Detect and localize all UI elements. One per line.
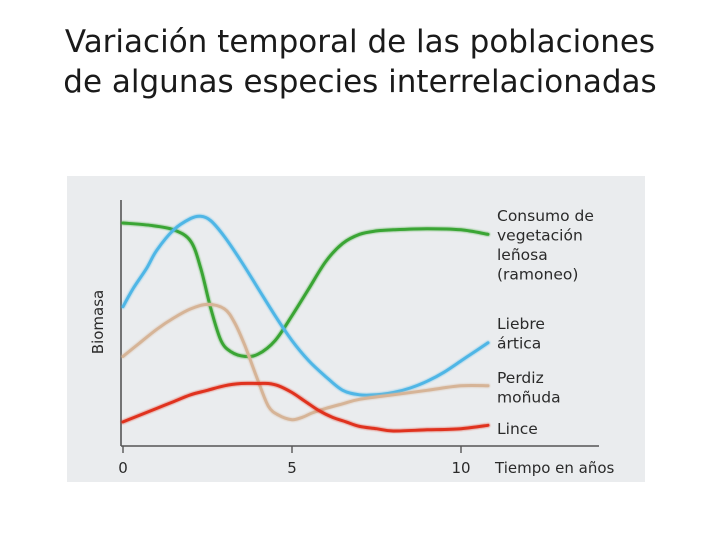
series-label-lince: Lince (497, 420, 538, 438)
series-line-lince (121, 381, 490, 433)
series-line-perdiz (121, 302, 490, 422)
series-label-line: vegetación (497, 227, 583, 245)
x-tick-label-5: 5 (287, 459, 297, 477)
x-axis-title: Tiempo en años (494, 459, 615, 477)
series-line-ramoneo (121, 221, 490, 359)
series-label-line: leñosa (497, 246, 548, 264)
chart-figure: 0 5 10 Consumo de vegetación leñosa (ramoneo)… (67, 176, 645, 482)
series-line-liebre (121, 214, 490, 397)
series-label-line: (ramoneo) (497, 266, 578, 284)
series-label-perdiz: Perdiz moñuda (497, 369, 561, 407)
series-label-line: Lince (497, 420, 538, 438)
x-tick-label-10: 10 (451, 459, 470, 477)
x-tick-label-0: 0 (118, 459, 128, 477)
slide-title-line-2: de algunas especies interrelacionadas (63, 64, 657, 100)
slide-title-line-1: Variación temporal de las poblaciones (64, 24, 656, 60)
x-ticks: 0 5 10 (118, 446, 471, 477)
slide-title: Variación temporal de las poblaciones de… (0, 22, 720, 102)
series-lines (120, 213, 491, 434)
series-label-line: Liebre (497, 315, 545, 333)
series-label-liebre: Liebre ártica (497, 315, 545, 353)
series-labels: Consumo de vegetación leñosa (ramoneo) Liebr… (497, 207, 594, 438)
series-label-ramoneo: Consumo de vegetación leñosa (ramoneo) (497, 207, 594, 284)
series-label-line: ártica (497, 335, 541, 353)
series-label-line: moñuda (497, 389, 561, 407)
axes (120, 200, 599, 447)
series-label-line: Perdiz (497, 369, 544, 387)
series-label-line: Consumo de (497, 207, 594, 225)
line-chart: 0 5 10 Consumo de vegetación leñosa (ramoneo)… (67, 176, 645, 482)
y-axis-title: Biomasa (89, 290, 107, 354)
